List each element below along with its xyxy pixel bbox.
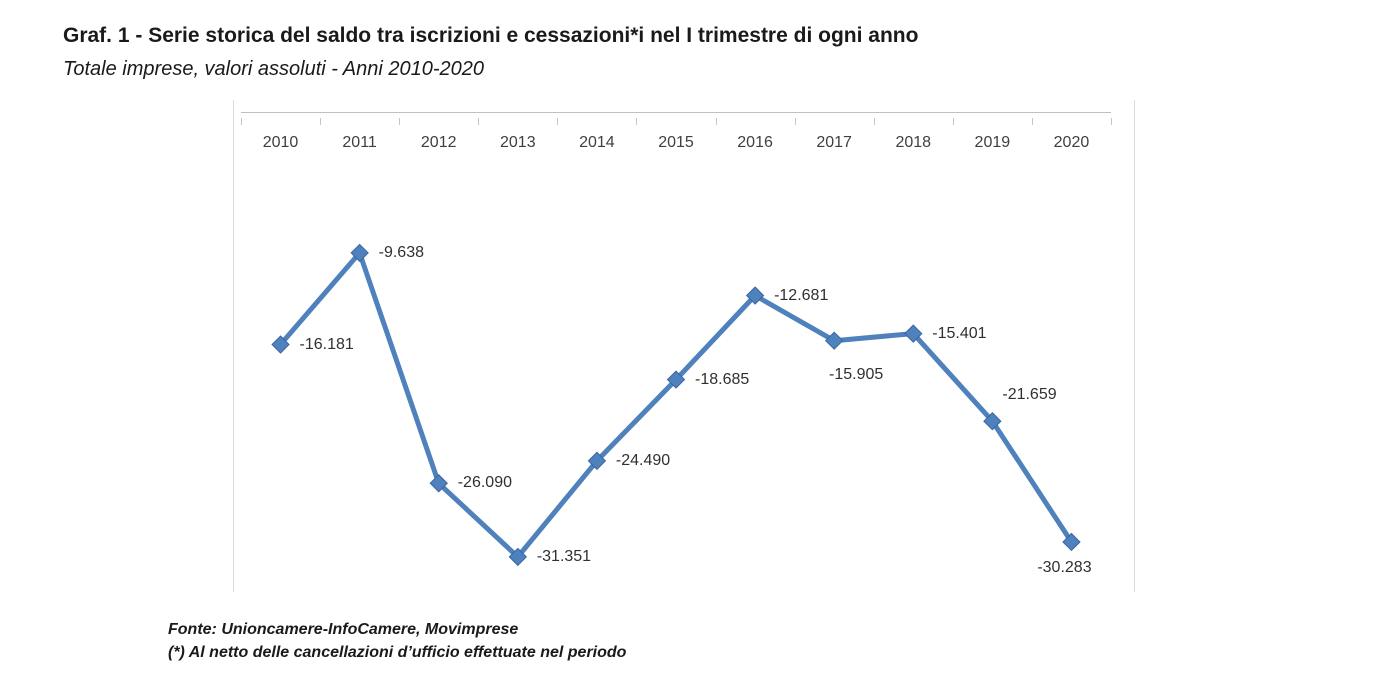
data-label: -15.905 [829,365,884,383]
source-note: Fonte: Unioncamere-InfoCamere, Movimpres… [168,621,519,638]
data-point-marker [1062,532,1081,552]
data-point-marker [508,547,528,567]
data-label: -9.638 [378,243,424,261]
data-point-marker [666,370,686,389]
x-axis-label: 2014 [579,134,615,151]
x-axis-label: 2016 [737,134,773,151]
data-label: -26.090 [457,474,512,492]
x-axis-tick [794,118,796,125]
x-axis-label: 2017 [816,134,852,151]
x-axis-label: 2019 [974,134,1011,151]
x-axis-tick [636,118,638,125]
footnote: (*) Al netto delle cancellazioni d’uffic… [168,644,627,661]
figure-footer: Fonte: Unioncamere-InfoCamere, Movimpres… [168,618,626,664]
series-layer [271,243,1081,567]
x-axis-line [241,112,1111,113]
x-axis-label: 2018 [895,134,932,151]
data-label: -18.685 [695,370,750,388]
plot-area: 2010 2011 2012 2013 2014 2015 2016 2017 2018 2019… [233,100,1135,592]
data-point-marker [904,324,923,343]
x-axis-tick [399,118,401,125]
x-axis-tick [478,118,480,125]
x-axis-tick [557,118,559,125]
x-axis-tick [715,118,717,125]
x-axis-label: 2013 [500,134,536,151]
x-axis-tick [1031,118,1033,125]
series-line [278,250,1074,560]
x-axis-tick [241,118,242,125]
data-label: -30.283 [1037,558,1092,576]
x-axis-tick [952,118,954,125]
data-point-marker [824,331,844,350]
x-axis-tick [320,118,322,125]
x-axis-label: 2012 [420,134,457,151]
x-axis-label: 2010 [262,134,299,151]
data-label: -21.659 [1002,386,1057,404]
data-point-marker [350,243,369,263]
x-axis-label: 2020 [1053,134,1090,151]
data-point-marker [745,286,765,305]
x-axis-label: 2015 [658,134,694,151]
x-axis-tick [1111,118,1112,125]
data-label: -31.351 [536,547,592,565]
data-point-marker [429,474,448,493]
data-point-marker [983,412,1002,431]
x-axis-tick [873,118,875,125]
data-label: -12.681 [774,286,829,304]
x-axis-label: 2011 [342,134,377,151]
data-point-marker [271,335,290,354]
figure-title: Graf. 1 - Serie storica del saldo tra is… [63,24,919,47]
data-label: -24.490 [615,451,671,469]
data-point-marker [587,451,607,471]
figure-subtitle: Totale imprese, valori assoluti - Anni 2… [63,58,484,80]
data-label: -15.401 [932,324,987,342]
data-label: -16.181 [299,335,354,353]
